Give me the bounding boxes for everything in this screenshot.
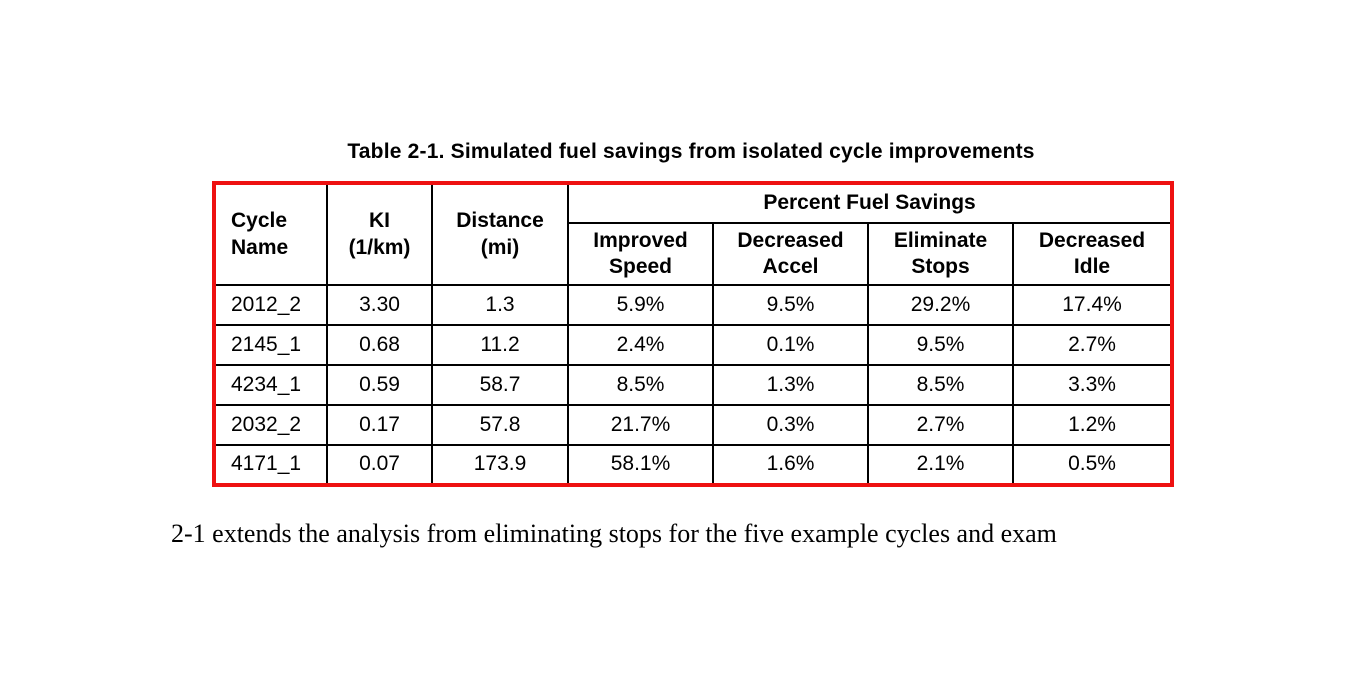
table-cell: 2.7% [867, 404, 1014, 446]
table-cell: 8.5% [567, 364, 714, 406]
table-cell: 0.5% [1011, 444, 1174, 486]
table-cell: 0.59 [326, 364, 433, 406]
table-cell: 11.2 [431, 324, 569, 366]
table-caption: Table 2-1. Simulated fuel savings from i… [347, 140, 1035, 163]
column-header: Decreased Idle [1011, 222, 1174, 286]
table-cell: 0.1% [712, 324, 869, 366]
table-cell: 4234_1 [213, 364, 328, 406]
table-cell: 0.07 [326, 444, 433, 486]
table-cell: 9.5% [867, 324, 1014, 366]
fuel-savings-table: Cycle Name KI (1/km) Distance (mi) Percent … [212, 181, 1175, 487]
table-cell: 8.5% [867, 364, 1014, 406]
table-cell: 5.9% [567, 284, 714, 326]
table-cell: 29.2% [867, 284, 1014, 326]
column-header: Distance (mi) [431, 182, 569, 286]
table-cell: 57.8 [431, 404, 569, 446]
table-cell: 17.4% [1011, 284, 1174, 326]
table-cell: 58.1% [567, 444, 714, 486]
table-cell: 173.9 [431, 444, 569, 486]
table-cell: 2.7% [1011, 324, 1174, 366]
table-cell: 2032_2 [213, 404, 328, 446]
table-cell: 0.17 [326, 404, 433, 446]
table-cell: 4171_1 [213, 444, 328, 486]
table-row: 4234_1 0.59 58.7 8.5% 1.3% 8.5% 3.3% [213, 364, 1174, 406]
table-row: 2012_2 3.30 1.3 5.9% 9.5% 29.2% 17.4% [213, 284, 1174, 326]
table-cell: 0.3% [712, 404, 869, 446]
column-header: KI (1/km) [326, 182, 433, 286]
table-cell: 1.3% [712, 364, 869, 406]
table-cell: 1.6% [712, 444, 869, 486]
table-row: 2032_2 0.17 57.8 21.7% 0.3% 2.7% 1.2% [213, 404, 1174, 446]
table-cell: 0.68 [326, 324, 433, 366]
table-body: 2012_2 3.30 1.3 5.9% 9.5% 29.2% 17.4% 2145_1 0.6… [213, 284, 1174, 486]
table-cell: 1.2% [1011, 404, 1174, 446]
table-header: Cycle Name KI (1/km) Distance (mi) Percent … [213, 182, 1174, 286]
table-cell: 9.5% [712, 284, 869, 326]
table-cell: 1.3 [431, 284, 569, 326]
group-header: Percent Fuel Savings [566, 182, 1174, 224]
table-cell: 3.3% [1011, 364, 1174, 406]
table-cell: 21.7% [567, 404, 714, 446]
table-row: 2145_1 0.68 11.2 2.4% 0.1% 9.5% 2.7% [213, 324, 1174, 366]
column-header: Improved Speed [567, 222, 714, 286]
table-cell: 58.7 [431, 364, 569, 406]
table-header-row: Cycle Name KI (1/km) Distance (mi) Percent … [213, 182, 1174, 286]
column-header: Eliminate Stops [867, 222, 1014, 286]
table-cell: 2.1% [867, 444, 1014, 486]
table-cell: 2012_2 [213, 284, 328, 326]
table-row: 4171_1 0.07 173.9 58.1% 1.6% 2.1% 0.5% [213, 444, 1174, 486]
paragraph-text: 2-1 extends the analysis from eliminatin… [171, 519, 1057, 548]
table-cell: 2145_1 [213, 324, 328, 366]
table-cell: 3.30 [326, 284, 433, 326]
table-header-row: Improved Speed Decreased Accel Eliminate S… [214, 222, 1174, 286]
column-header: Decreased Accel [712, 222, 869, 286]
table-cell: 2.4% [567, 324, 714, 366]
column-header: Cycle Name [213, 182, 328, 286]
